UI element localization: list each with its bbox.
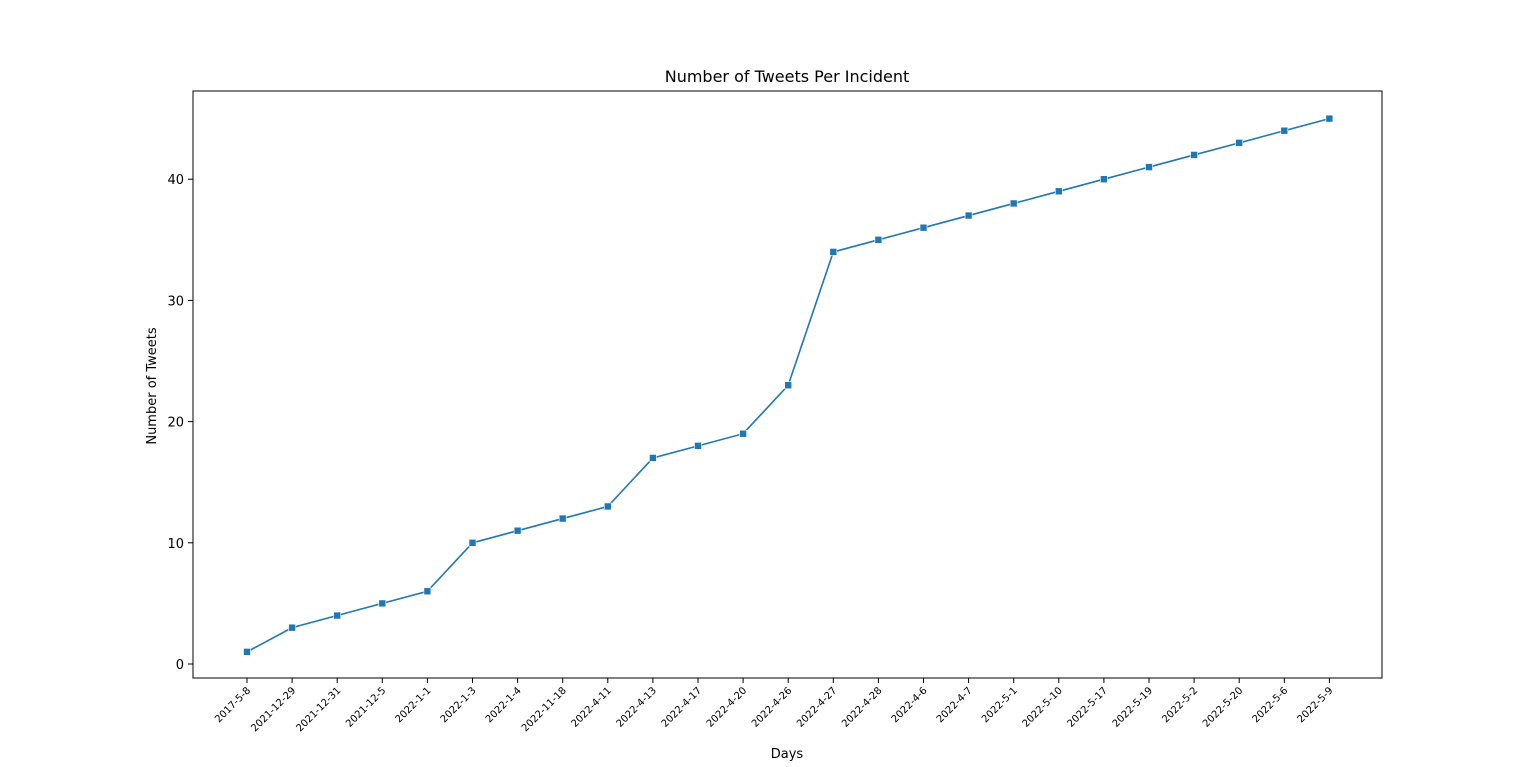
plot-frame bbox=[192, 90, 1383, 679]
y-axis: 0 10 20 30 40 bbox=[167, 173, 193, 673]
data-point-marker bbox=[1280, 126, 1289, 135]
chart-title: Number of Tweets Per Incident bbox=[665, 67, 910, 86]
data-point-marker bbox=[1055, 187, 1063, 196]
y-tick-label: 40 bbox=[167, 173, 184, 188]
data-point-marker bbox=[1100, 175, 1108, 183]
data-point-marker bbox=[874, 236, 883, 244]
data-point-marker bbox=[468, 538, 477, 547]
y-tick-label: 10 bbox=[167, 537, 184, 552]
data-point-marker bbox=[649, 454, 657, 462]
y-tick-label: 30 bbox=[167, 294, 184, 309]
data-point-marker bbox=[423, 587, 432, 596]
data-point-marker bbox=[288, 623, 296, 632]
data-point-marker bbox=[1235, 139, 1243, 147]
data-point-marker bbox=[603, 502, 612, 511]
x-axis-label: Days bbox=[771, 747, 804, 762]
y-tick-label: 20 bbox=[167, 416, 184, 431]
plot-series bbox=[243, 114, 1334, 656]
data-point-marker bbox=[333, 611, 342, 620]
data-point-marker bbox=[243, 648, 251, 656]
data-point-marker bbox=[1009, 199, 1018, 208]
data-point-marker bbox=[558, 514, 567, 523]
data-point-marker bbox=[739, 429, 747, 438]
data-point-marker bbox=[694, 442, 702, 450]
data-point-marker bbox=[378, 599, 387, 608]
data-point-marker bbox=[513, 526, 522, 535]
data-point-marker bbox=[1190, 151, 1198, 159]
y-axis-label: Number of Tweets bbox=[145, 327, 160, 445]
y-tick-label: 0 bbox=[176, 658, 184, 673]
data-point-marker bbox=[964, 211, 973, 220]
data-point-marker bbox=[784, 381, 793, 390]
data-point-marker bbox=[1145, 163, 1153, 171]
data-point-marker bbox=[829, 248, 838, 256]
data-point-marker bbox=[1325, 114, 1334, 123]
data-point-marker bbox=[919, 223, 928, 232]
